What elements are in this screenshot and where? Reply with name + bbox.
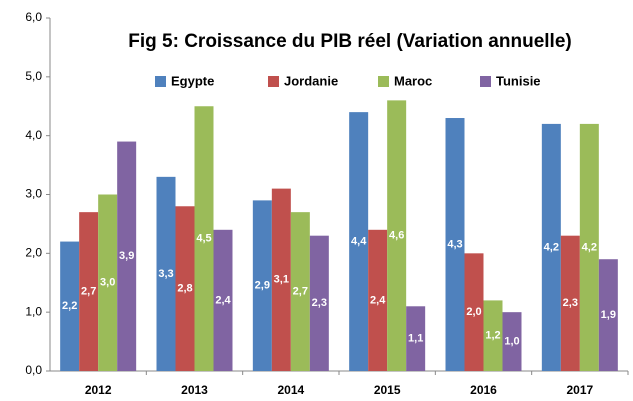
- value-label: 4,3: [447, 238, 462, 250]
- y-tick-label: 4,0: [25, 128, 42, 142]
- x-tick-label: 2014: [277, 383, 304, 397]
- value-label: 3,1: [274, 274, 289, 286]
- bar: [175, 206, 195, 371]
- value-label: 2,8: [177, 283, 192, 295]
- value-label: 1,2: [485, 330, 500, 342]
- value-label: 2,2: [62, 300, 77, 312]
- value-label: 2,9: [255, 280, 270, 292]
- value-label: 2,4: [370, 294, 386, 306]
- bar: [79, 212, 99, 371]
- bar: [60, 241, 80, 371]
- value-label: 3,9: [119, 250, 134, 262]
- y-tick-label: 2,0: [25, 246, 42, 260]
- value-label: 4,2: [582, 241, 597, 253]
- bar: [349, 112, 369, 371]
- bar: [483, 300, 503, 371]
- legend-swatch: [378, 76, 389, 87]
- value-label: 2,3: [563, 297, 578, 309]
- value-label: 4,5: [196, 233, 211, 245]
- value-label: 1,9: [601, 309, 616, 321]
- legend-label: Egypte: [171, 73, 214, 88]
- legend-label: Maroc: [394, 73, 432, 88]
- value-label: 2,4: [215, 294, 231, 306]
- x-tick-label: 2012: [85, 383, 112, 397]
- x-tick-label: 2015: [374, 383, 401, 397]
- value-label: 3,3: [158, 268, 173, 280]
- value-label: 2,7: [293, 285, 308, 297]
- bar: [271, 188, 291, 371]
- value-label: 1,1: [408, 333, 423, 345]
- x-tick-label: 2016: [470, 383, 497, 397]
- x-tick-label: 2017: [566, 383, 593, 397]
- y-tick-label: 6,0: [25, 10, 42, 24]
- bar: [560, 235, 580, 371]
- legend-swatch: [155, 76, 166, 87]
- value-label: 2,3: [312, 297, 327, 309]
- bar: [117, 141, 137, 371]
- bar: [368, 229, 388, 371]
- y-tick-label: 3,0: [25, 187, 42, 201]
- bar: [213, 229, 233, 371]
- value-label: 3,0: [100, 277, 115, 289]
- bar: [387, 100, 407, 371]
- bar: [464, 253, 484, 371]
- legend-label: Jordanie: [284, 73, 338, 88]
- bar: [406, 306, 426, 371]
- legend-swatch: [480, 76, 491, 87]
- value-label: 1,0: [504, 335, 519, 347]
- bar: [309, 235, 329, 371]
- value-label: 2,0: [466, 306, 481, 318]
- bar: [252, 200, 272, 371]
- legend-label: Tunisie: [496, 73, 541, 88]
- bar: [156, 176, 176, 371]
- bar: [541, 123, 561, 372]
- bar: [98, 194, 118, 371]
- bar: [502, 312, 522, 371]
- y-tick-label: 5,0: [25, 69, 42, 83]
- x-tick-label: 2013: [181, 383, 208, 397]
- y-tick-label: 1,0: [25, 304, 42, 318]
- bar: [194, 106, 214, 371]
- bar: [598, 259, 618, 371]
- value-label: 4,4: [351, 235, 367, 247]
- value-label: 4,2: [544, 241, 559, 253]
- y-tick-label: 0,0: [25, 363, 42, 377]
- value-label: 2,7: [81, 285, 96, 297]
- chart-title: Fig 5: Croissance du PIB réel (Variation…: [128, 31, 571, 52]
- bar: [579, 123, 599, 372]
- legend-swatch: [268, 76, 279, 87]
- bar: [445, 118, 465, 372]
- bar: [290, 212, 310, 371]
- value-label: 4,6: [389, 230, 404, 242]
